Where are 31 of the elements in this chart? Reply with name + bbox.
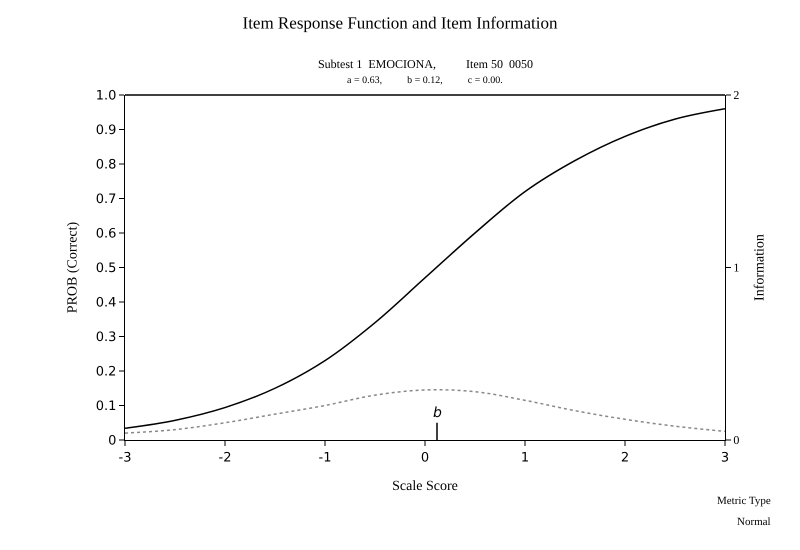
text: Metric Type (717, 495, 771, 507)
ref-line-label: b (433, 405, 442, 421)
y-tick-label: 0.7 (96, 192, 116, 208)
y-tick-label: 0.8 (96, 158, 116, 173)
x-tick-label: 3 (720, 450, 730, 466)
x-tick-label: 0 (420, 450, 430, 466)
chart-title: Item Response Function and Item Information (242, 13, 558, 32)
x-tick-label: 1 (520, 450, 530, 466)
chart-subtitle: Subtest 1 EMOCIONA, Item 50 0050 (318, 57, 533, 71)
y-tick-label: 0.2 (96, 364, 116, 380)
x-tick-label: 2 (620, 450, 630, 466)
y-tick-label: 0 (108, 434, 116, 449)
y-tick-label: 0.4 (96, 296, 116, 311)
text: Normal (737, 516, 771, 528)
x-tick-label: -3 (118, 450, 132, 466)
y2-tick-label: 1 (733, 260, 740, 275)
x-axis-title: Scale Score (392, 478, 458, 494)
y-tick-label: 0.9 (96, 123, 116, 138)
y-axis-title: PROB (Correct) (65, 221, 80, 314)
y-tick-label: 0.6 (96, 226, 116, 242)
x-tick-label: -1 (318, 450, 332, 466)
y-tick-label: 0.3 (96, 330, 116, 346)
y2-tick-label: 0 (733, 433, 740, 448)
y-tick-label: 1.0 (96, 88, 116, 104)
x-tick-label: -2 (218, 450, 232, 466)
y-tick-label: 0.1 (96, 399, 116, 414)
line-series (125, 389, 725, 434)
y-tick-label: 0.5 (96, 261, 116, 276)
text: a = 0.63, b = 0.12, c = 0.00. (347, 75, 503, 86)
y2-tick-label: 2 (733, 88, 740, 102)
y2-axis-title: Information (752, 234, 768, 301)
